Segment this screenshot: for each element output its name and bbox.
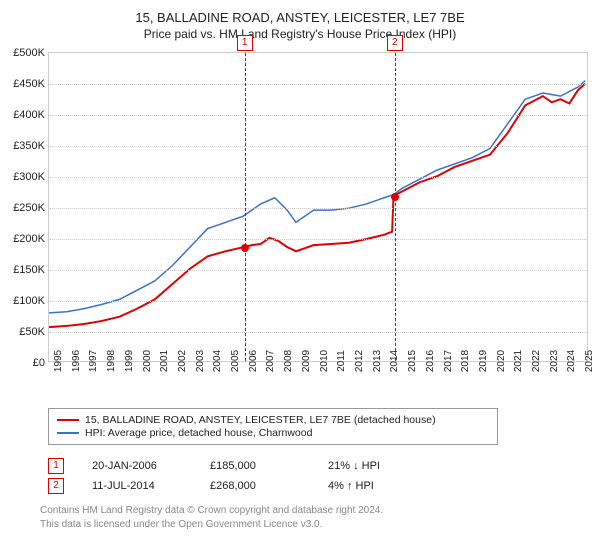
x-axis-label: 2021 (509, 350, 524, 372)
chart-title: 15, BALLADINE ROAD, ANSTEY, LEICESTER, L… (0, 0, 600, 25)
event-marker (391, 193, 399, 201)
chart-subtitle: Price paid vs. HM Land Registry's House … (0, 27, 600, 41)
x-axis-label: 2009 (297, 350, 312, 372)
event-marker (241, 244, 249, 252)
legend-box: 15, BALLADINE ROAD, ANSTEY, LEICESTER, L… (48, 408, 498, 445)
y-axis-label: £100K (13, 295, 49, 307)
y-axis-label: £450K (13, 78, 49, 90)
gridline-h (49, 332, 587, 333)
x-axis-label: 2012 (350, 350, 365, 372)
y-axis-label: £300K (13, 171, 49, 183)
legend-row: 15, BALLADINE ROAD, ANSTEY, LEICESTER, L… (57, 414, 489, 426)
x-axis-label: 2000 (138, 350, 153, 372)
event-vline (245, 53, 246, 361)
event-row: 1 20-JAN-2006 £185,000 21% ↓ HPI (48, 458, 418, 474)
x-axis-label: 2008 (279, 350, 294, 372)
event-row-badge: 1 (48, 458, 64, 474)
footer-attribution: Contains HM Land Registry data © Crown c… (40, 504, 590, 531)
x-axis-label: 2015 (403, 350, 418, 372)
x-axis-label: 2025 (580, 350, 595, 372)
y-axis-label: £500K (13, 47, 49, 59)
x-axis-label: 1999 (120, 350, 135, 372)
event-badge: 1 (237, 35, 253, 51)
x-axis-label: 2018 (456, 350, 471, 372)
series-price_paid (49, 84, 585, 327)
x-axis-label: 1998 (102, 350, 117, 372)
x-axis-label: 2014 (385, 350, 400, 372)
x-axis-label: 2019 (474, 350, 489, 372)
legend-swatch (57, 419, 79, 421)
y-axis-label: £400K (13, 109, 49, 121)
event-date: 11-JUL-2014 (92, 480, 182, 492)
y-axis-label: £200K (13, 233, 49, 245)
x-axis-label: 2004 (208, 350, 223, 372)
gridline-h (49, 239, 587, 240)
x-axis-label: 2013 (368, 350, 383, 372)
gridline-h (49, 177, 587, 178)
x-axis-label: 2024 (562, 350, 577, 372)
x-axis-label: 2010 (315, 350, 330, 372)
x-axis-label: 1996 (67, 350, 82, 372)
x-axis-label: 2022 (527, 350, 542, 372)
x-axis-label: 2003 (191, 350, 206, 372)
y-axis-label: £150K (13, 264, 49, 276)
event-delta: 4% ↑ HPI (328, 480, 418, 492)
legend-row: HPI: Average price, detached house, Char… (57, 427, 489, 439)
event-vline (395, 53, 396, 361)
x-axis-label: 2020 (492, 350, 507, 372)
gridline-h (49, 84, 587, 85)
gridline-h (49, 146, 587, 147)
gridline-h (49, 270, 587, 271)
x-axis-label: 2023 (545, 350, 560, 372)
footer-line-2: This data is licensed under the Open Gov… (40, 518, 590, 532)
event-badge: 2 (387, 35, 403, 51)
x-axis-label: 1995 (49, 350, 64, 372)
x-axis-label: 2007 (261, 350, 276, 372)
footer-line-1: Contains HM Land Registry data © Crown c… (40, 504, 590, 518)
x-axis-label: 2016 (421, 350, 436, 372)
x-axis-label: 2005 (226, 350, 241, 372)
chart-plot-area: £0£50K£100K£150K£200K£250K£300K£350K£400… (48, 52, 588, 362)
gridline-h (49, 115, 587, 116)
y-axis-label: £350K (13, 140, 49, 152)
event-row-badge: 2 (48, 478, 64, 494)
y-axis-label: £250K (13, 202, 49, 214)
x-axis-label: 2006 (244, 350, 259, 372)
event-table: 1 20-JAN-2006 £185,000 21% ↓ HPI 2 11-JUL-201… (48, 454, 418, 498)
event-row: 2 11-JUL-2014 £268,000 4% ↑ HPI (48, 478, 418, 494)
event-price: £268,000 (210, 480, 300, 492)
legend-label: HPI: Average price, detached house, Char… (85, 427, 312, 439)
chart-lines (49, 53, 587, 361)
event-delta: 21% ↓ HPI (328, 460, 418, 472)
gridline-h (49, 208, 587, 209)
gridline-h (49, 301, 587, 302)
y-axis-label: £0 (33, 357, 49, 369)
legend-swatch (57, 432, 79, 434)
x-axis-label: 1997 (84, 350, 99, 372)
x-axis-label: 2017 (439, 350, 454, 372)
legend-label: 15, BALLADINE ROAD, ANSTEY, LEICESTER, L… (85, 414, 436, 426)
event-price: £185,000 (210, 460, 300, 472)
event-date: 20-JAN-2006 (92, 460, 182, 472)
x-axis-label: 2011 (332, 350, 347, 372)
x-axis-label: 2001 (155, 350, 170, 372)
y-axis-label: £50K (19, 326, 49, 338)
x-axis-label: 2002 (173, 350, 188, 372)
